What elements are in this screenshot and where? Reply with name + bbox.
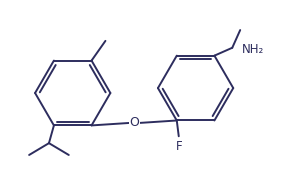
Text: F: F <box>175 140 182 153</box>
Text: O: O <box>129 116 139 129</box>
Text: NH₂: NH₂ <box>242 43 264 56</box>
